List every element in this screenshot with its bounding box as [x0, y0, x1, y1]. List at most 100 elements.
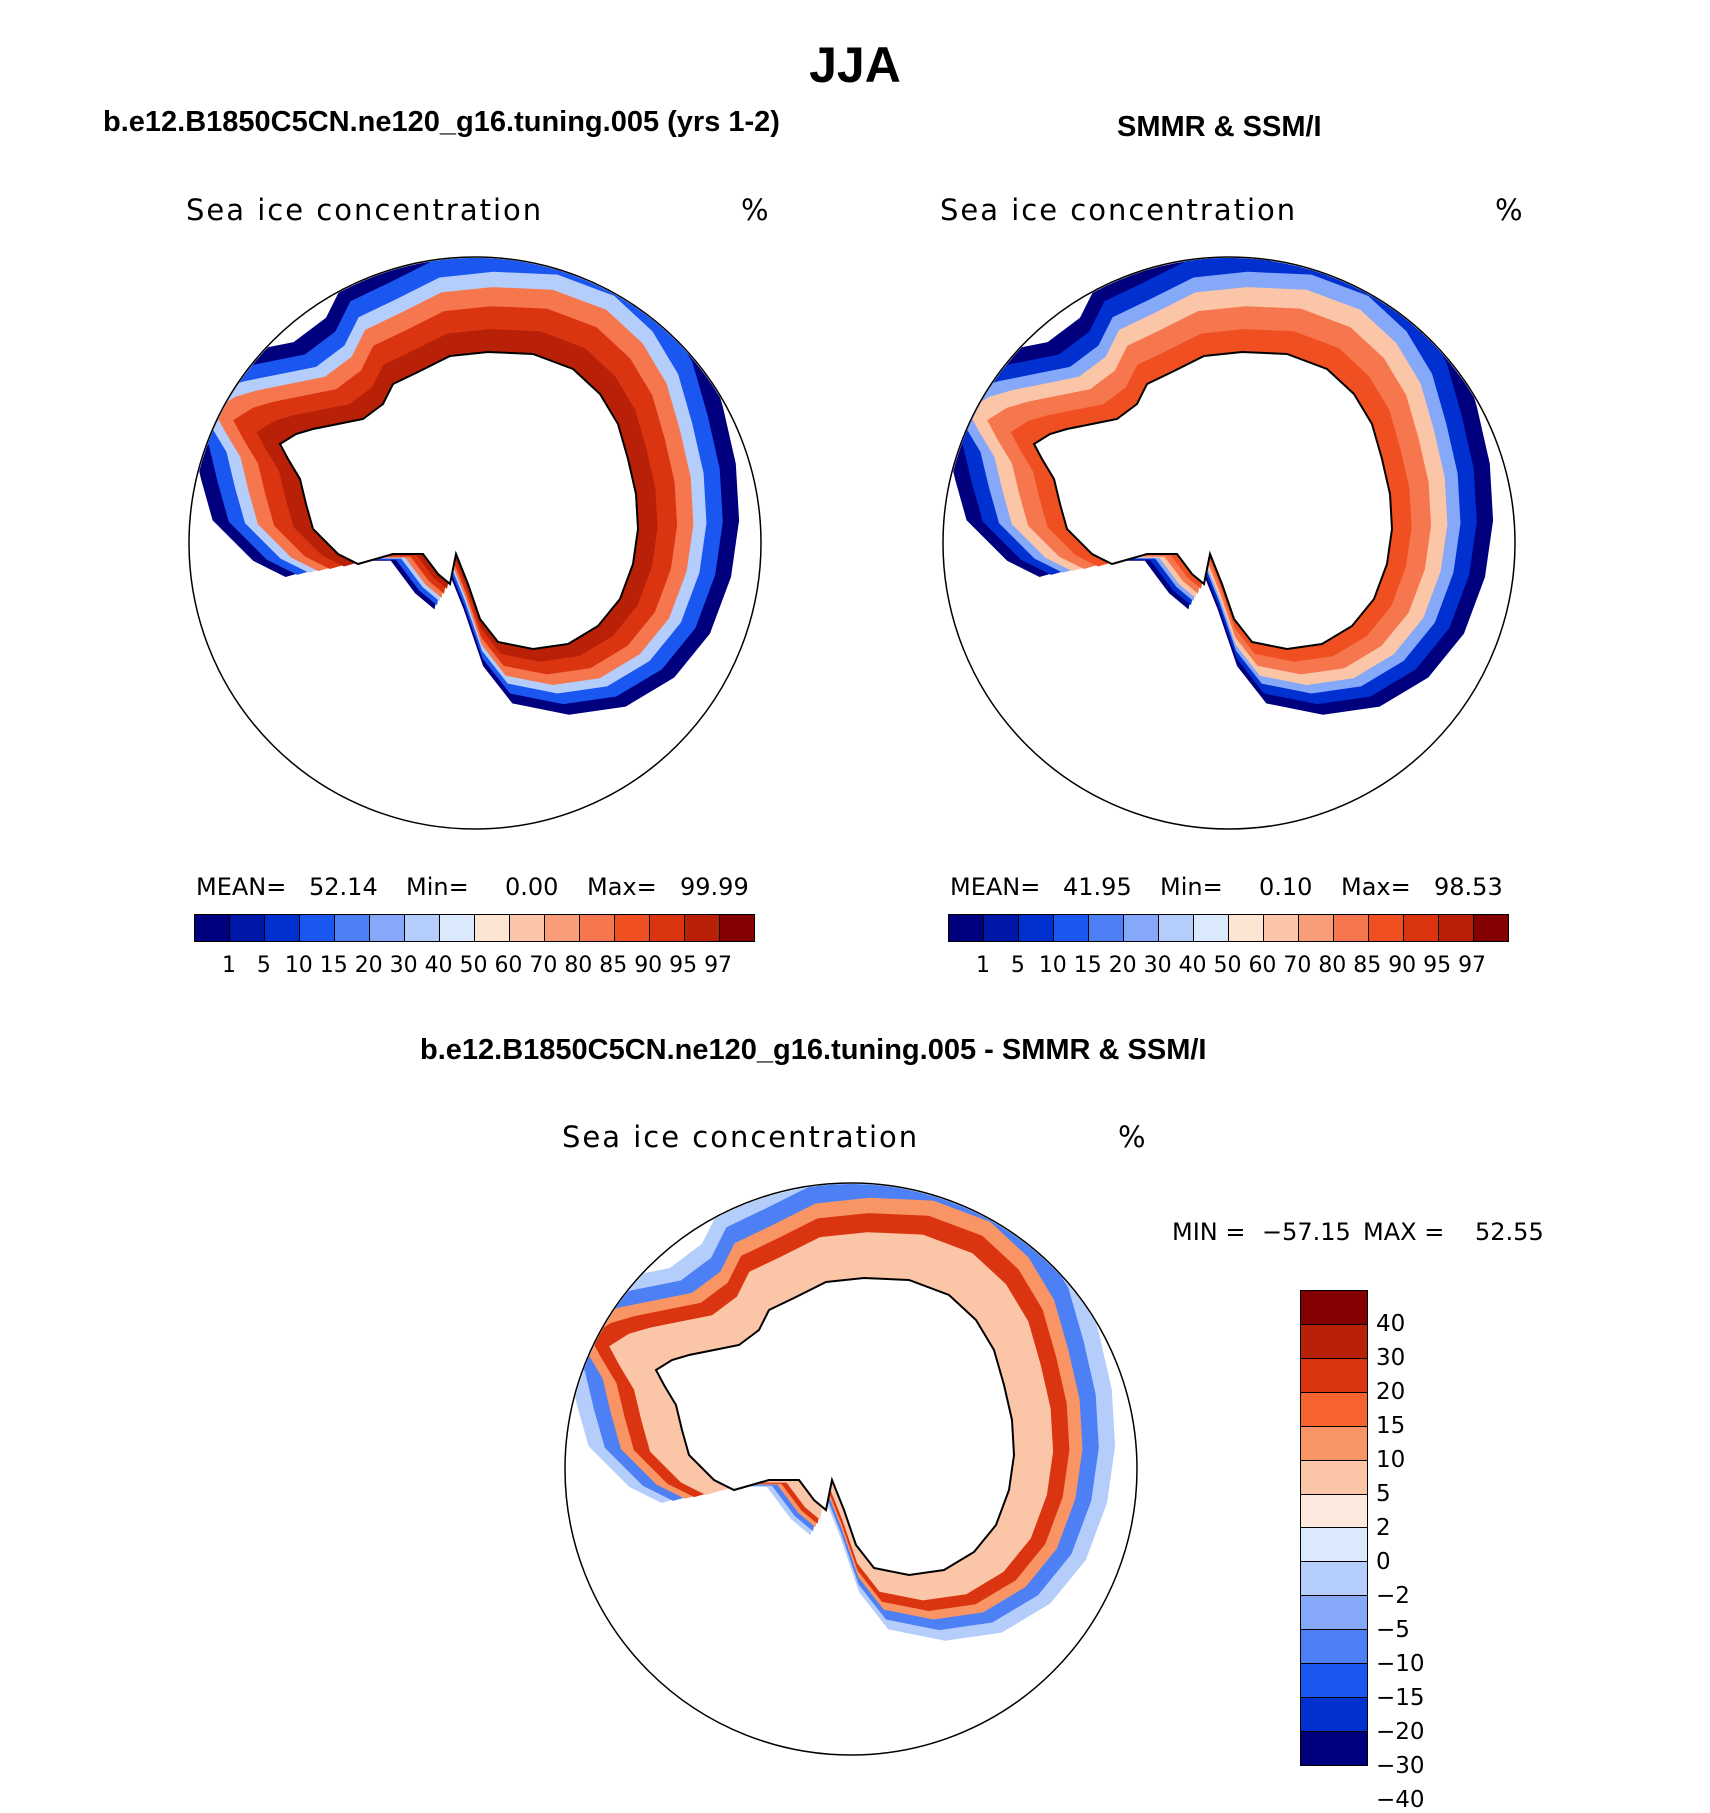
colorbar-tick-label: 40 — [1376, 1311, 1406, 1337]
colorbar-tick-label: 20 — [354, 953, 383, 978]
colorbar-swatch — [1301, 1324, 1367, 1359]
colorbar-tick-label: 10 — [284, 953, 313, 978]
obs-min-label: Min= — [1160, 873, 1223, 901]
colorbar-swatch — [475, 915, 510, 941]
antarctica-coastline — [1032, 350, 1394, 651]
colorbar-tick-label: 50 — [459, 953, 488, 978]
obs-colorbar — [948, 914, 1509, 942]
colorbar-swatch — [1301, 1731, 1367, 1765]
colorbar-swatch — [230, 915, 265, 941]
diff-max-label: MAX = — [1363, 1218, 1445, 1246]
model-colorbar-labels: 1 5 10 15 20 30 40 50 60 70 80 85 90 95 97 — [194, 953, 753, 983]
colorbar-tick-label: 97 — [1458, 953, 1487, 978]
figure-title: JJA — [809, 37, 901, 93]
colorbar-swatch — [615, 915, 650, 941]
colorbar-tick-label: 97 — [704, 953, 733, 978]
obs-max-value: 98.53 — [1434, 873, 1503, 901]
colorbar-tick-label: 85 — [599, 953, 628, 978]
colorbar-swatch — [580, 915, 615, 941]
colorbar-tick-label: 5 — [256, 953, 271, 978]
colorbar-tick-label: 95 — [1423, 953, 1452, 978]
colorbar-swatch — [1301, 1664, 1367, 1699]
colorbar-swatch — [1089, 915, 1124, 941]
colorbar-tick-label: 5 — [1010, 953, 1025, 978]
colorbar-tick-label: 60 — [1248, 953, 1277, 978]
colorbar-tick-label: −20 — [1376, 1719, 1425, 1745]
obs-map — [942, 256, 1516, 830]
model-variable-label: Sea ice concentration — [186, 193, 544, 227]
model-min-value: 0.00 — [505, 873, 559, 901]
colorbar-tick-label: 0 — [1376, 1549, 1391, 1575]
model-units-label: % — [741, 193, 771, 227]
antarctica-coastline — [654, 1276, 1016, 1577]
colorbar-swatch — [1474, 915, 1508, 941]
antarctica-coastline — [278, 350, 640, 651]
colorbar-swatch — [1301, 1426, 1367, 1461]
colorbar-swatch — [1301, 1494, 1367, 1529]
colorbar-swatch — [1404, 915, 1439, 941]
model-max-label: Max= — [587, 873, 657, 901]
diff-panel-title: b.e12.B1850C5CN.ne120_g16.tuning.005 - S… — [420, 1034, 1207, 1066]
diff-min-value: −57.15 — [1262, 1218, 1351, 1246]
diff-colorbar-labels: 40 30 20 15 10 5 2 0 −2 −5 −10 −15 −20 −30 −40 — [1376, 1290, 1456, 1813]
colorbar-tick-label: 2 — [1376, 1515, 1391, 1541]
colorbar-tick-label: 15 — [1376, 1413, 1406, 1439]
colorbar-tick-label: 85 — [1353, 953, 1382, 978]
colorbar-swatch — [1301, 1630, 1367, 1665]
colorbar-tick-label: 20 — [1376, 1379, 1406, 1405]
colorbar-swatch — [1019, 915, 1054, 941]
model-panel-title: b.e12.B1850C5CN.ne120_g16.tuning.005 (yr… — [103, 106, 780, 138]
colorbar-tick-label: 10 — [1038, 953, 1067, 978]
colorbar-tick-label: 1 — [975, 953, 990, 978]
colorbar-swatch — [1229, 915, 1264, 941]
diff-min-label: MIN = — [1172, 1218, 1246, 1246]
colorbar-tick-label: 95 — [669, 953, 698, 978]
obs-panel-title: SMMR & SSM/I — [1117, 111, 1322, 143]
obs-mean-value: 41.95 — [1063, 873, 1132, 901]
colorbar-tick-label: 40 — [424, 953, 453, 978]
colorbar-tick-label: −2 — [1376, 1583, 1410, 1609]
diff-max-value: 52.55 — [1475, 1218, 1544, 1246]
colorbar-swatch — [1054, 915, 1089, 941]
colorbar-swatch — [1264, 915, 1299, 941]
diff-map — [564, 1182, 1138, 1756]
colorbar-swatch — [1301, 1528, 1367, 1563]
colorbar-tick-label: 80 — [564, 953, 593, 978]
colorbar-swatch — [1439, 915, 1474, 941]
colorbar-swatch — [1301, 1358, 1367, 1393]
colorbar-swatch — [195, 915, 230, 941]
colorbar-tick-label: 30 — [1143, 953, 1172, 978]
colorbar-tick-label: 30 — [389, 953, 418, 978]
colorbar-tick-label: 40 — [1178, 953, 1207, 978]
colorbar-tick-label: −30 — [1376, 1753, 1425, 1779]
colorbar-swatch — [1124, 915, 1159, 941]
colorbar-swatch — [440, 915, 475, 941]
colorbar-tick-label: 60 — [494, 953, 523, 978]
diff-colorbar — [1300, 1290, 1368, 1766]
colorbar-swatch — [1334, 915, 1369, 941]
colorbar-tick-label: 5 — [1376, 1481, 1391, 1507]
colorbar-swatch — [1301, 1562, 1367, 1597]
colorbar-swatch — [1301, 1698, 1367, 1732]
model-mean-value: 52.14 — [309, 873, 378, 901]
obs-colorbar-labels: 1 5 10 15 20 30 40 50 60 70 80 85 90 95 97 — [948, 953, 1507, 983]
obs-variable-label: Sea ice concentration — [940, 193, 1298, 227]
colorbar-swatch — [1301, 1291, 1367, 1325]
obs-mean-label: MEAN= — [950, 873, 1041, 901]
colorbar-swatch — [650, 915, 685, 941]
colorbar-tick-label: 15 — [319, 953, 348, 978]
colorbar-swatch — [1301, 1392, 1367, 1427]
colorbar-tick-label: 90 — [634, 953, 663, 978]
colorbar-tick-label: 1 — [221, 953, 236, 978]
obs-min-value: 0.10 — [1259, 873, 1313, 901]
colorbar-tick-label: 20 — [1108, 953, 1137, 978]
colorbar-tick-label: −5 — [1376, 1617, 1410, 1643]
colorbar-swatch — [265, 915, 300, 941]
colorbar-swatch — [510, 915, 545, 941]
model-min-label: Min= — [406, 873, 469, 901]
colorbar-tick-label: 70 — [529, 953, 558, 978]
colorbar-swatch — [685, 915, 720, 941]
colorbar-swatch — [1301, 1460, 1367, 1495]
colorbar-tick-label: −15 — [1376, 1685, 1425, 1711]
colorbar-swatch — [300, 915, 335, 941]
